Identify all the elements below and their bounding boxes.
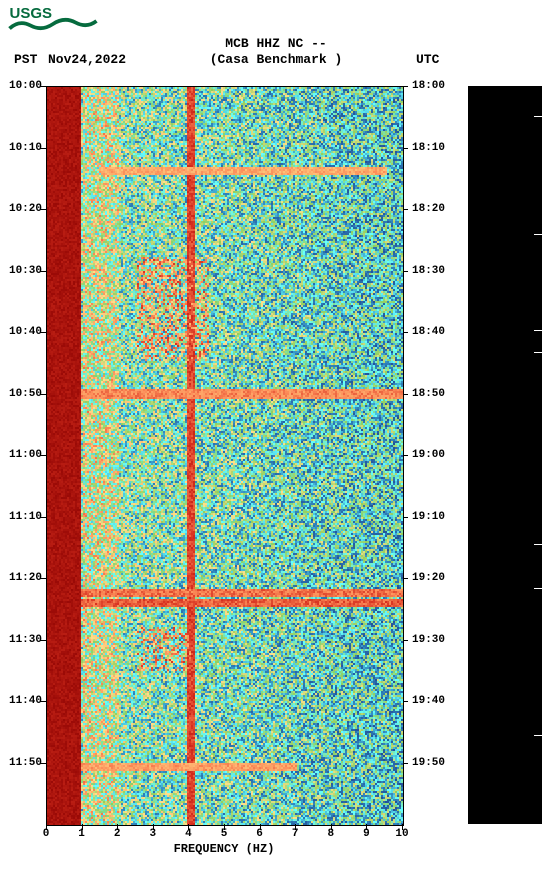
- tick-mark: [260, 824, 261, 830]
- amplitude-sidebar: [468, 86, 542, 824]
- tick-mark: [366, 824, 367, 830]
- y-tick-left: 10:00: [2, 80, 42, 92]
- tick-mark: [188, 824, 189, 830]
- y-tick-right: 19:10: [412, 511, 445, 523]
- svg-text:USGS: USGS: [10, 6, 53, 22]
- sidebar-tick: [534, 234, 542, 235]
- sidebar-tick: [534, 116, 542, 117]
- sidebar-tick: [534, 544, 542, 545]
- x-axis-label: FREQUENCY (HZ): [0, 842, 448, 856]
- tick-mark: [153, 824, 154, 830]
- tick-mark: [46, 824, 47, 830]
- usgs-logo: USGS: [8, 6, 98, 36]
- right-timezone: UTC: [416, 52, 439, 67]
- y-tick-left: 11:10: [2, 511, 42, 523]
- y-tick-left: 10:50: [2, 388, 42, 400]
- tick-mark: [82, 824, 83, 830]
- y-tick-left: 10:30: [2, 265, 42, 277]
- tick-mark: [224, 824, 225, 830]
- y-tick-left: 10:20: [2, 203, 42, 215]
- tick-mark: [117, 824, 118, 830]
- y-tick-left: 11:20: [2, 572, 42, 584]
- y-tick-left: 11:40: [2, 695, 42, 707]
- sidebar-tick: [534, 588, 542, 589]
- y-tick-right: 19:20: [412, 572, 445, 584]
- sidebar-tick: [534, 352, 542, 353]
- y-tick-right: 18:10: [412, 142, 445, 154]
- y-tick-left: 11:50: [2, 757, 42, 769]
- y-tick-right: 18:50: [412, 388, 445, 400]
- tick-mark: [295, 824, 296, 830]
- y-tick-right: 19:30: [412, 634, 445, 646]
- tick-mark: [331, 824, 332, 830]
- sidebar-tick: [534, 330, 542, 331]
- y-tick-right: 18:00: [412, 80, 445, 92]
- y-tick-left: 10:40: [2, 326, 42, 338]
- y-tick-right: 19:00: [412, 449, 445, 461]
- y-tick-left: 11:00: [2, 449, 42, 461]
- sidebar-tick: [534, 735, 542, 736]
- chart-subtitle: (Casa Benchmark ): [0, 52, 552, 67]
- spectrogram-canvas: [47, 87, 403, 825]
- y-tick-right: 18:40: [412, 326, 445, 338]
- y-tick-right: 18:30: [412, 265, 445, 277]
- y-tick-right: 18:20: [412, 203, 445, 215]
- tick-mark: [402, 824, 403, 830]
- y-tick-left: 11:30: [2, 634, 42, 646]
- y-tick-right: 19:50: [412, 757, 445, 769]
- y-tick-left: 10:10: [2, 142, 42, 154]
- chart-title: MCB HHZ NC --: [0, 36, 552, 51]
- spectrogram-plot: [46, 86, 404, 826]
- y-tick-right: 19:40: [412, 695, 445, 707]
